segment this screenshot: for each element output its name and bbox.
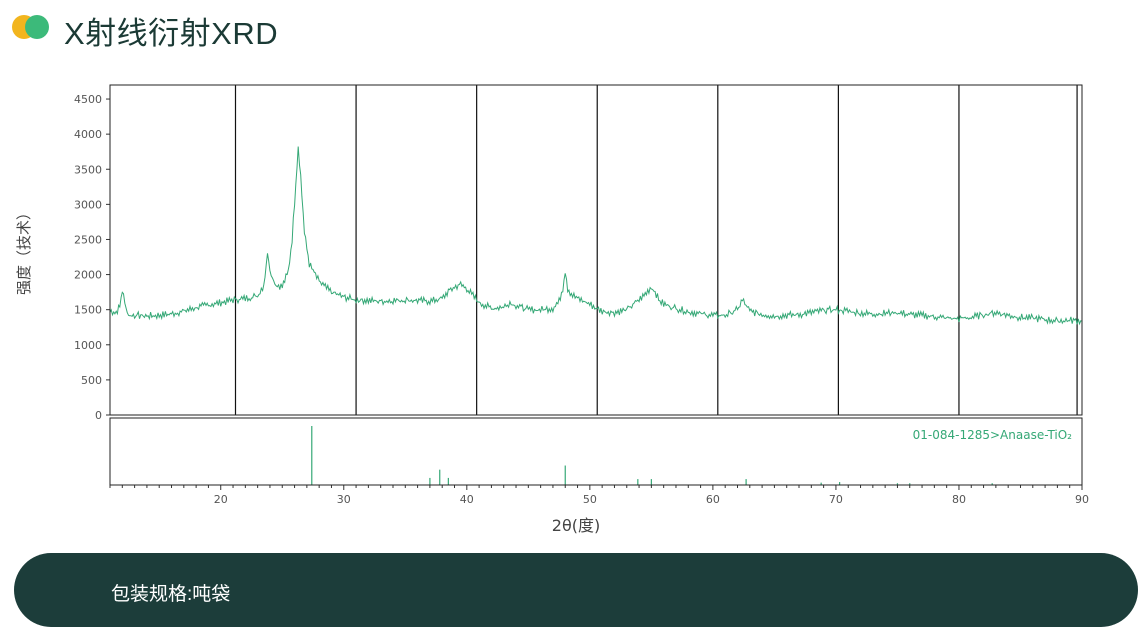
packaging-text: 包装规格:吨袋 <box>111 584 231 605</box>
y-axis-label: 强度（技术） <box>15 205 33 295</box>
packaging-banner: 包装规格:吨袋 <box>14 553 1138 627</box>
y-tick-label-1500: 1500 <box>74 304 102 317</box>
y-tick-label-2500: 2500 <box>74 233 102 246</box>
y-tick-label-3000: 3000 <box>74 198 102 211</box>
x-tick-label-80: 80 <box>952 493 966 506</box>
series-line <box>109 146 1083 326</box>
reference-plot-frame <box>109 417 1083 486</box>
page-title: X射线衍射XRD <box>64 16 279 51</box>
x-tick-label-40: 40 <box>460 493 474 506</box>
xrd-chart: 0 500 1000 1500 2000 2500 3000 3500 4000 4500 20 3… <box>15 84 1089 535</box>
x-tick-label-90: 90 <box>1075 493 1089 506</box>
y-tick-label-1000: 1000 <box>74 339 102 352</box>
main-plot-frame <box>109 84 1083 416</box>
y-tick-label-0: 0 <box>95 409 102 422</box>
y-tick-label-4500: 4500 <box>74 93 102 106</box>
y-tick-label-2000: 2000 <box>74 269 102 282</box>
x-tick-label-50: 50 <box>583 493 597 506</box>
y-tick-label-4000: 4000 <box>74 128 102 141</box>
x-tick-label-60: 60 <box>706 493 720 506</box>
reference-label: 01-084-1285>Anaase-TiO₂ <box>913 428 1073 442</box>
x-tick-label-30: 30 <box>337 493 351 506</box>
x-tick-label-70: 70 <box>829 493 843 506</box>
y-tick-label-3500: 3500 <box>74 163 102 176</box>
logo-circle-right <box>25 15 49 39</box>
y-tick-label-500: 500 <box>81 374 102 387</box>
x-axis-label: 2θ(度) <box>552 516 600 535</box>
logo <box>12 14 52 40</box>
x-tick-label-20: 20 <box>214 493 228 506</box>
